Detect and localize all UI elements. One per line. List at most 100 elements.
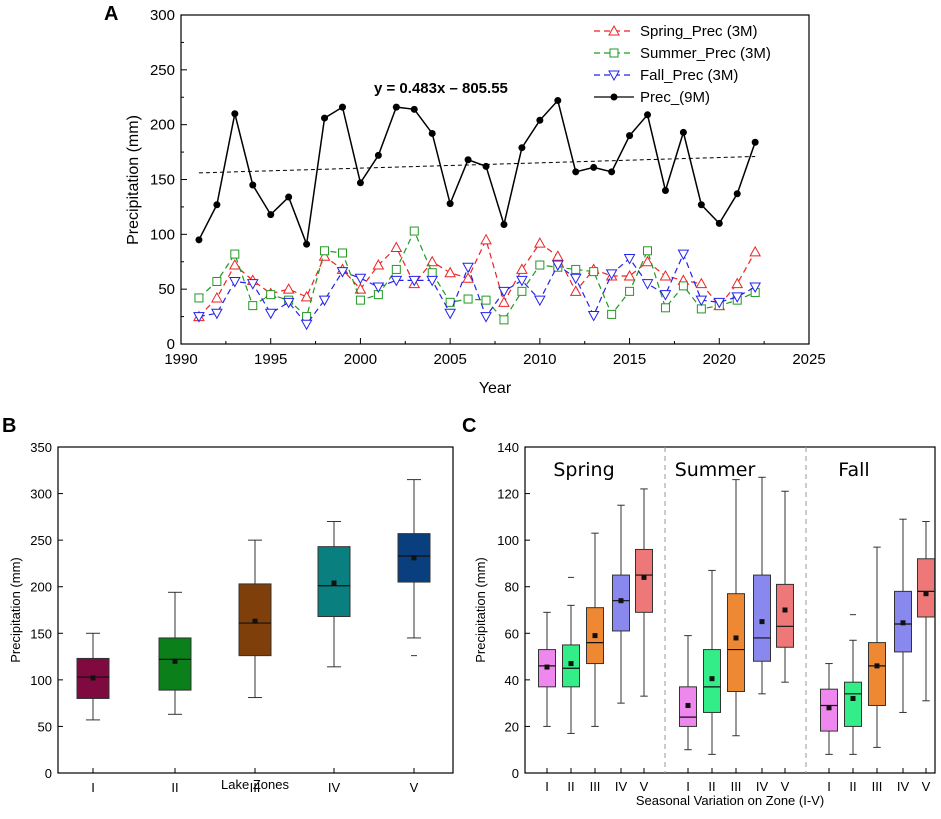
y-tick-label: 50 bbox=[38, 719, 52, 734]
series-line-4 bbox=[198, 99, 756, 245]
panel-c-xlabel: Seasonal Variation on Zone (I-V) bbox=[636, 793, 824, 808]
data-point bbox=[625, 286, 635, 296]
data-point bbox=[372, 282, 385, 294]
box-1-4 bbox=[753, 574, 771, 662]
x-tick-label: 2025 bbox=[792, 351, 825, 368]
data-point bbox=[336, 267, 349, 278]
box-2 bbox=[158, 637, 192, 691]
x-tick-label: I bbox=[686, 779, 690, 794]
panel-b-xlabel: Lake Zones bbox=[221, 777, 289, 792]
data-point bbox=[695, 295, 708, 307]
box-2-2 bbox=[844, 681, 862, 727]
legend-label: Prec_(9M) bbox=[640, 89, 710, 106]
box-mean-marker bbox=[544, 664, 550, 670]
y-tick-label: 300 bbox=[150, 7, 175, 24]
box-mean-marker bbox=[252, 618, 258, 624]
x-tick-label: I bbox=[827, 779, 831, 794]
data-point bbox=[230, 249, 240, 259]
data-point bbox=[536, 116, 544, 124]
data-point bbox=[517, 286, 527, 296]
box-mean-marker bbox=[826, 705, 832, 711]
y-tick-label: 100 bbox=[150, 226, 175, 243]
y-tick-label: 0 bbox=[45, 766, 52, 781]
season-label-fall: Fall bbox=[838, 459, 869, 481]
data-point bbox=[715, 219, 723, 227]
data-point bbox=[659, 290, 672, 301]
data-point bbox=[623, 269, 636, 281]
data-point bbox=[285, 193, 293, 201]
x-tick-label: 2005 bbox=[433, 351, 466, 368]
data-point bbox=[337, 248, 347, 258]
box-mean-marker bbox=[685, 702, 691, 708]
data-point bbox=[731, 277, 744, 289]
x-tick-label: III bbox=[731, 779, 742, 794]
x-tick-label: 1995 bbox=[254, 351, 287, 368]
legend-marker bbox=[608, 24, 620, 36]
box-mean-marker bbox=[592, 633, 598, 639]
x-tick-label: 2020 bbox=[703, 351, 736, 368]
x-tick-label: II bbox=[708, 779, 715, 794]
data-point bbox=[318, 295, 331, 307]
data-point bbox=[644, 111, 652, 119]
data-point bbox=[659, 269, 672, 281]
data-point bbox=[534, 295, 546, 307]
data-point bbox=[390, 275, 403, 287]
x-tick-label: IV bbox=[615, 779, 628, 794]
x-tick-label: V bbox=[640, 779, 649, 794]
data-point bbox=[195, 236, 203, 244]
y-tick-label: 150 bbox=[30, 626, 52, 641]
x-tick-label: V bbox=[922, 779, 931, 794]
y-tick-label: 200 bbox=[30, 580, 52, 595]
y-tick-label: 100 bbox=[497, 533, 519, 548]
data-point bbox=[500, 220, 508, 228]
y-tick-label: 100 bbox=[30, 673, 52, 688]
series-line-3 bbox=[198, 252, 756, 326]
data-point bbox=[321, 114, 329, 122]
data-point bbox=[643, 246, 653, 256]
data-point bbox=[569, 285, 582, 296]
x-tick-label: IV bbox=[328, 780, 341, 795]
data-point bbox=[551, 250, 564, 261]
y-tick-label: 250 bbox=[150, 62, 175, 79]
data-point bbox=[264, 308, 277, 320]
data-point bbox=[641, 255, 654, 267]
x-tick-label: III bbox=[872, 779, 883, 794]
x-tick-label: 1990 bbox=[164, 351, 197, 368]
box-2-5 bbox=[917, 558, 935, 618]
panel-a-legend: Spring_Prec (3M) Summer_Prec (3M) Fall_Pre… bbox=[594, 23, 771, 106]
data-point bbox=[605, 269, 618, 280]
data-point bbox=[193, 312, 205, 323]
data-point bbox=[303, 240, 311, 248]
data-point bbox=[355, 295, 365, 305]
y-tick-label: 150 bbox=[150, 172, 175, 189]
data-point bbox=[211, 291, 223, 303]
data-point bbox=[446, 200, 454, 208]
data-point bbox=[374, 151, 382, 159]
x-tick-label: IV bbox=[897, 779, 910, 794]
panel-a-ylabel: Precipitation (mm) bbox=[125, 115, 142, 245]
data-point bbox=[338, 103, 346, 111]
data-point bbox=[589, 267, 599, 277]
data-point bbox=[751, 138, 759, 146]
x-tick-label: III bbox=[250, 780, 261, 795]
data-point bbox=[641, 279, 654, 290]
legend-marker bbox=[609, 48, 619, 58]
data-point bbox=[300, 290, 313, 302]
data-point bbox=[587, 310, 600, 322]
data-point bbox=[211, 308, 223, 320]
data-point bbox=[426, 255, 439, 267]
data-point bbox=[677, 249, 690, 261]
data-point bbox=[302, 312, 312, 322]
data-point bbox=[356, 179, 364, 187]
box-2-3 bbox=[868, 642, 886, 706]
data-point bbox=[660, 303, 670, 313]
box-mean-marker bbox=[331, 580, 337, 586]
x-tick-label: V bbox=[781, 779, 790, 794]
y-tick-label: 60 bbox=[505, 626, 519, 641]
data-point bbox=[733, 190, 741, 198]
data-point bbox=[194, 293, 204, 303]
data-point bbox=[551, 260, 564, 272]
data-point bbox=[320, 246, 330, 256]
data-point bbox=[228, 259, 241, 270]
